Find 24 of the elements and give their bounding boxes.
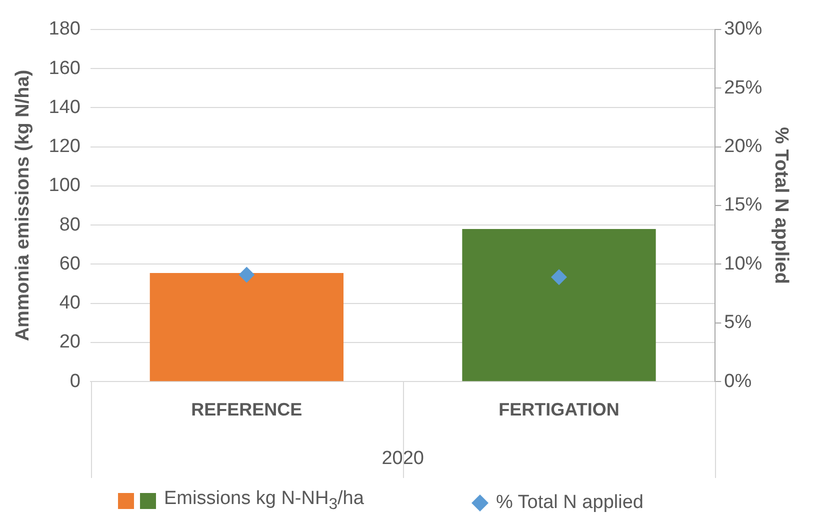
y2-tick-label: 20%	[724, 136, 762, 158]
y2-tick-label: 15%	[724, 194, 762, 216]
legend-label: Emissions kg N-NH$_{3}$/ha	[164, 488, 364, 514]
y-tick-label: 80	[59, 214, 80, 236]
x-tick-label: REFERENCE	[191, 399, 302, 420]
y-tick-label: 100	[48, 175, 80, 196]
y-tick-label: 40	[59, 292, 80, 314]
x-axis-title: 2020	[382, 448, 424, 469]
y-tick-label: 0	[70, 370, 80, 392]
legend-label: % Total N applied	[496, 492, 644, 514]
y2-tick-label: 0%	[724, 370, 752, 392]
y2-axis-title: % Total N applied	[770, 127, 792, 284]
y2-tick-label: 5%	[724, 312, 752, 334]
y2-tick-label: 25%	[724, 77, 762, 98]
y-tick-label: 20	[59, 332, 80, 353]
y-tick-label: 140	[48, 96, 80, 118]
y-tick-label: 120	[48, 136, 80, 158]
y2-tick-label: 10%	[724, 253, 762, 274]
x-tick-label: FERTIGATION	[498, 399, 620, 420]
y-tick-label: 160	[48, 58, 80, 79]
y-tick-label: 180	[48, 18, 80, 40]
y-axis-title: Ammonia emissions (kg N/ha)	[12, 70, 34, 342]
y2-tick-label: 30%	[724, 18, 762, 40]
y-tick-label: 60	[59, 253, 80, 274]
